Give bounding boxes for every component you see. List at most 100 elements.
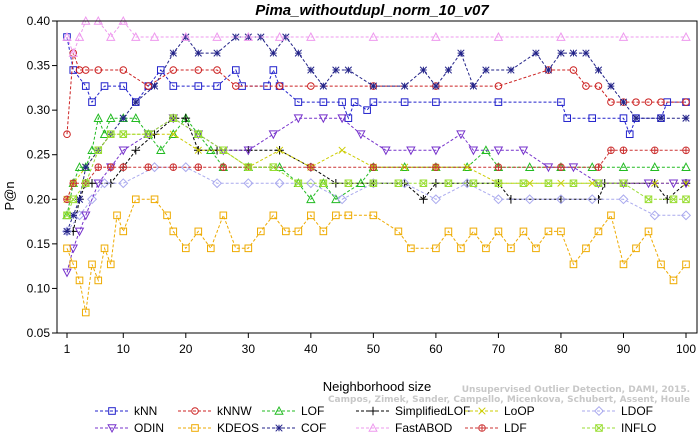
data-point-kdeos bbox=[332, 211, 340, 220]
data-point-odin bbox=[68, 244, 78, 254]
data-point-odin bbox=[93, 179, 103, 189]
data-point-kdeos bbox=[669, 276, 678, 285]
data-point-fastabod bbox=[131, 31, 141, 41]
data-point-kdeos bbox=[163, 211, 171, 220]
legend-item-lof: LOF bbox=[262, 404, 324, 418]
data-point-kdeos bbox=[444, 227, 453, 236]
data-point-knnw bbox=[644, 98, 653, 106]
data-point-knn bbox=[619, 114, 628, 122]
data-point-kdeos bbox=[457, 244, 465, 253]
data-point-odin bbox=[643, 179, 654, 189]
data-point-inflo bbox=[294, 179, 303, 188]
data-point-knnw bbox=[607, 98, 615, 106]
data-point-kdeos bbox=[644, 227, 653, 236]
data-point-ldf bbox=[594, 163, 603, 171]
data-point-kdeos bbox=[232, 244, 240, 253]
legend-label-loop: LoOP bbox=[504, 404, 535, 418]
x-tick-label: 30 bbox=[242, 342, 256, 356]
y-tick-label: 0.05 bbox=[27, 326, 51, 340]
data-point-odin bbox=[668, 179, 679, 189]
data-point-fastabod bbox=[74, 31, 85, 41]
data-point-knn bbox=[269, 66, 278, 74]
data-point-inflo bbox=[419, 179, 428, 188]
series-line-ldf bbox=[66, 149, 686, 200]
data-point-odin bbox=[74, 227, 85, 237]
series-ldof bbox=[61, 162, 692, 237]
data-point-simplifiedlof bbox=[419, 194, 428, 204]
data-point-kdeos bbox=[469, 227, 478, 236]
data-point-kdeos bbox=[394, 227, 403, 236]
data-point-odin bbox=[318, 114, 329, 124]
data-point-kdeos bbox=[682, 260, 690, 269]
legend-marker-cof bbox=[275, 424, 283, 432]
data-point-kdeos bbox=[94, 276, 103, 285]
data-point-kdeos bbox=[657, 260, 665, 269]
legend-marker-fastabod bbox=[368, 422, 378, 432]
y-tick-label: 0.35 bbox=[27, 59, 51, 73]
data-point-inflo bbox=[682, 195, 690, 204]
data-point-ldf bbox=[194, 163, 203, 171]
x-tick-label: 10 bbox=[117, 342, 131, 356]
data-point-knnw bbox=[169, 66, 178, 74]
data-point-fastabod bbox=[681, 31, 691, 41]
data-point-knn bbox=[363, 106, 371, 114]
data-point-inflo bbox=[569, 179, 578, 188]
x-axis: 1 10 20 30 40 50 60 70 80 90 100 bbox=[64, 333, 696, 356]
data-point-fastabod bbox=[243, 31, 254, 41]
data-point-lof bbox=[74, 162, 85, 171]
series-cof bbox=[63, 33, 690, 236]
data-point-inflo bbox=[106, 130, 115, 139]
data-point-fastabod bbox=[556, 31, 566, 41]
data-point-kdeos bbox=[494, 227, 503, 236]
data-point-odin bbox=[518, 146, 529, 156]
data-point-inflo bbox=[519, 179, 528, 188]
legend-label-simplifiedlof: SimplifiedLOF bbox=[395, 404, 470, 418]
legend-marker-ldof bbox=[593, 405, 605, 417]
data-point-cof bbox=[532, 49, 540, 57]
series-knnw bbox=[63, 49, 690, 139]
data-point-kdeos bbox=[582, 244, 590, 253]
x-tick-label: 50 bbox=[367, 342, 381, 356]
data-point-ldof bbox=[61, 226, 73, 237]
data-point-inflo bbox=[119, 130, 128, 139]
data-point-ldof bbox=[680, 210, 692, 221]
data-point-knnw bbox=[682, 98, 690, 106]
data-point-kdeos bbox=[100, 244, 109, 253]
data-point-cof bbox=[69, 211, 77, 219]
data-point-knn bbox=[432, 98, 440, 106]
data-point-knn bbox=[338, 98, 346, 106]
data-point-lof bbox=[156, 145, 166, 155]
legend-item-knn: kNN bbox=[95, 404, 157, 418]
data-point-simplifiedlof bbox=[181, 113, 191, 123]
legend-item-fastabod: FastABOD bbox=[356, 421, 453, 434]
data-point-loop bbox=[463, 163, 471, 171]
legend-label-cof: COF bbox=[301, 421, 326, 434]
data-point-kdeos bbox=[244, 244, 253, 253]
data-point-knnw bbox=[94, 66, 103, 74]
data-point-knnw bbox=[275, 82, 284, 90]
data-point-ldf bbox=[432, 163, 440, 171]
y-axis-label: P@n bbox=[2, 181, 17, 210]
data-point-kdeos bbox=[569, 260, 578, 269]
data-point-odin bbox=[118, 146, 129, 156]
data-point-lof bbox=[131, 113, 141, 122]
data-point-knn bbox=[557, 98, 565, 106]
data-point-cof bbox=[194, 49, 202, 57]
data-point-ldf bbox=[650, 146, 659, 154]
x-tick-label: 90 bbox=[617, 342, 631, 356]
x-axis-label: Neighborhood size bbox=[323, 379, 431, 394]
data-point-inflo bbox=[81, 179, 90, 188]
data-point-simplifiedlof bbox=[68, 227, 78, 236]
data-point-ldf bbox=[369, 163, 378, 171]
data-point-lof bbox=[524, 162, 535, 171]
data-point-kdeos bbox=[307, 211, 315, 220]
data-point-odin bbox=[468, 146, 479, 156]
legend-marker-odin bbox=[107, 424, 117, 434]
plot-frame bbox=[56, 20, 698, 334]
data-point-knn bbox=[232, 66, 240, 74]
data-point-cof bbox=[619, 98, 628, 106]
data-point-lof bbox=[306, 194, 316, 204]
data-point-kdeos bbox=[432, 244, 440, 253]
data-point-ldf bbox=[557, 163, 565, 171]
